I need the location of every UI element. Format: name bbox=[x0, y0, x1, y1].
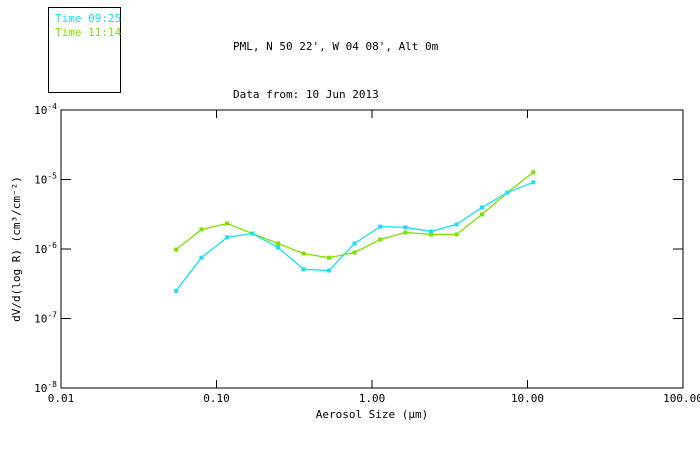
y-tick-label: 10-7 bbox=[34, 311, 57, 326]
data-point-marker bbox=[403, 230, 408, 235]
data-point-marker bbox=[378, 224, 383, 229]
series-line-0925 bbox=[175, 181, 534, 292]
data-point-marker bbox=[429, 229, 434, 234]
x-tick-label: 10.00 bbox=[511, 392, 544, 405]
plot-title-line2: Data from: 10 Jun 2013 bbox=[233, 88, 379, 101]
data-point-marker bbox=[505, 190, 510, 195]
data-point-marker bbox=[352, 241, 357, 246]
data-point-marker bbox=[326, 255, 331, 260]
plot-frame bbox=[60, 109, 684, 389]
legend-item-0925: Time 09:25 bbox=[55, 12, 122, 25]
data-point-marker bbox=[301, 267, 306, 272]
x-tick-label: 100.00 bbox=[663, 392, 700, 405]
data-point-marker bbox=[531, 170, 536, 175]
data-point-marker bbox=[199, 227, 204, 232]
data-point-marker bbox=[326, 268, 331, 273]
plot-title: PML, N 50 22', W 04 08', Alt 0m Data fro… bbox=[233, 7, 438, 135]
legend-box: Time 09:25 Time 11:14 bbox=[48, 7, 121, 93]
data-point-marker bbox=[454, 222, 459, 227]
data-point-marker bbox=[403, 225, 408, 230]
y-tick-label: 10-8 bbox=[34, 380, 57, 395]
data-point-marker bbox=[225, 221, 230, 226]
y-tick-label: 10-6 bbox=[34, 241, 57, 256]
x-tick-label: 1.00 bbox=[359, 392, 386, 405]
data-point-marker bbox=[225, 235, 230, 240]
data-point-marker bbox=[199, 255, 204, 260]
data-point-marker bbox=[429, 232, 434, 237]
legend-item-1114: Time 11:14 bbox=[55, 26, 122, 39]
data-point-marker bbox=[174, 288, 179, 293]
data-point-marker bbox=[480, 212, 485, 217]
data-point-marker bbox=[378, 237, 383, 242]
data-point-marker bbox=[480, 205, 485, 210]
data-point-marker bbox=[174, 247, 179, 252]
y-tick-label: 10-5 bbox=[34, 172, 57, 187]
data-point-marker bbox=[531, 180, 536, 185]
x-tick-label: 0.01 bbox=[48, 392, 75, 405]
y-axis-label: dV/d(log R) (cm³/cm⁻²) bbox=[10, 176, 23, 322]
x-tick-label: 0.10 bbox=[203, 392, 230, 405]
data-point-marker bbox=[301, 251, 306, 256]
x-axis-label: Aerosol Size (µm) bbox=[316, 408, 429, 421]
y-tick-label: 10-4 bbox=[34, 102, 57, 117]
data-point-marker bbox=[276, 241, 281, 246]
plot-title-line1: PML, N 50 22', W 04 08', Alt 0m bbox=[233, 40, 439, 53]
data-point-marker bbox=[276, 245, 281, 250]
data-point-marker bbox=[250, 231, 255, 236]
data-point-marker bbox=[352, 250, 357, 255]
data-point-marker bbox=[454, 232, 459, 237]
